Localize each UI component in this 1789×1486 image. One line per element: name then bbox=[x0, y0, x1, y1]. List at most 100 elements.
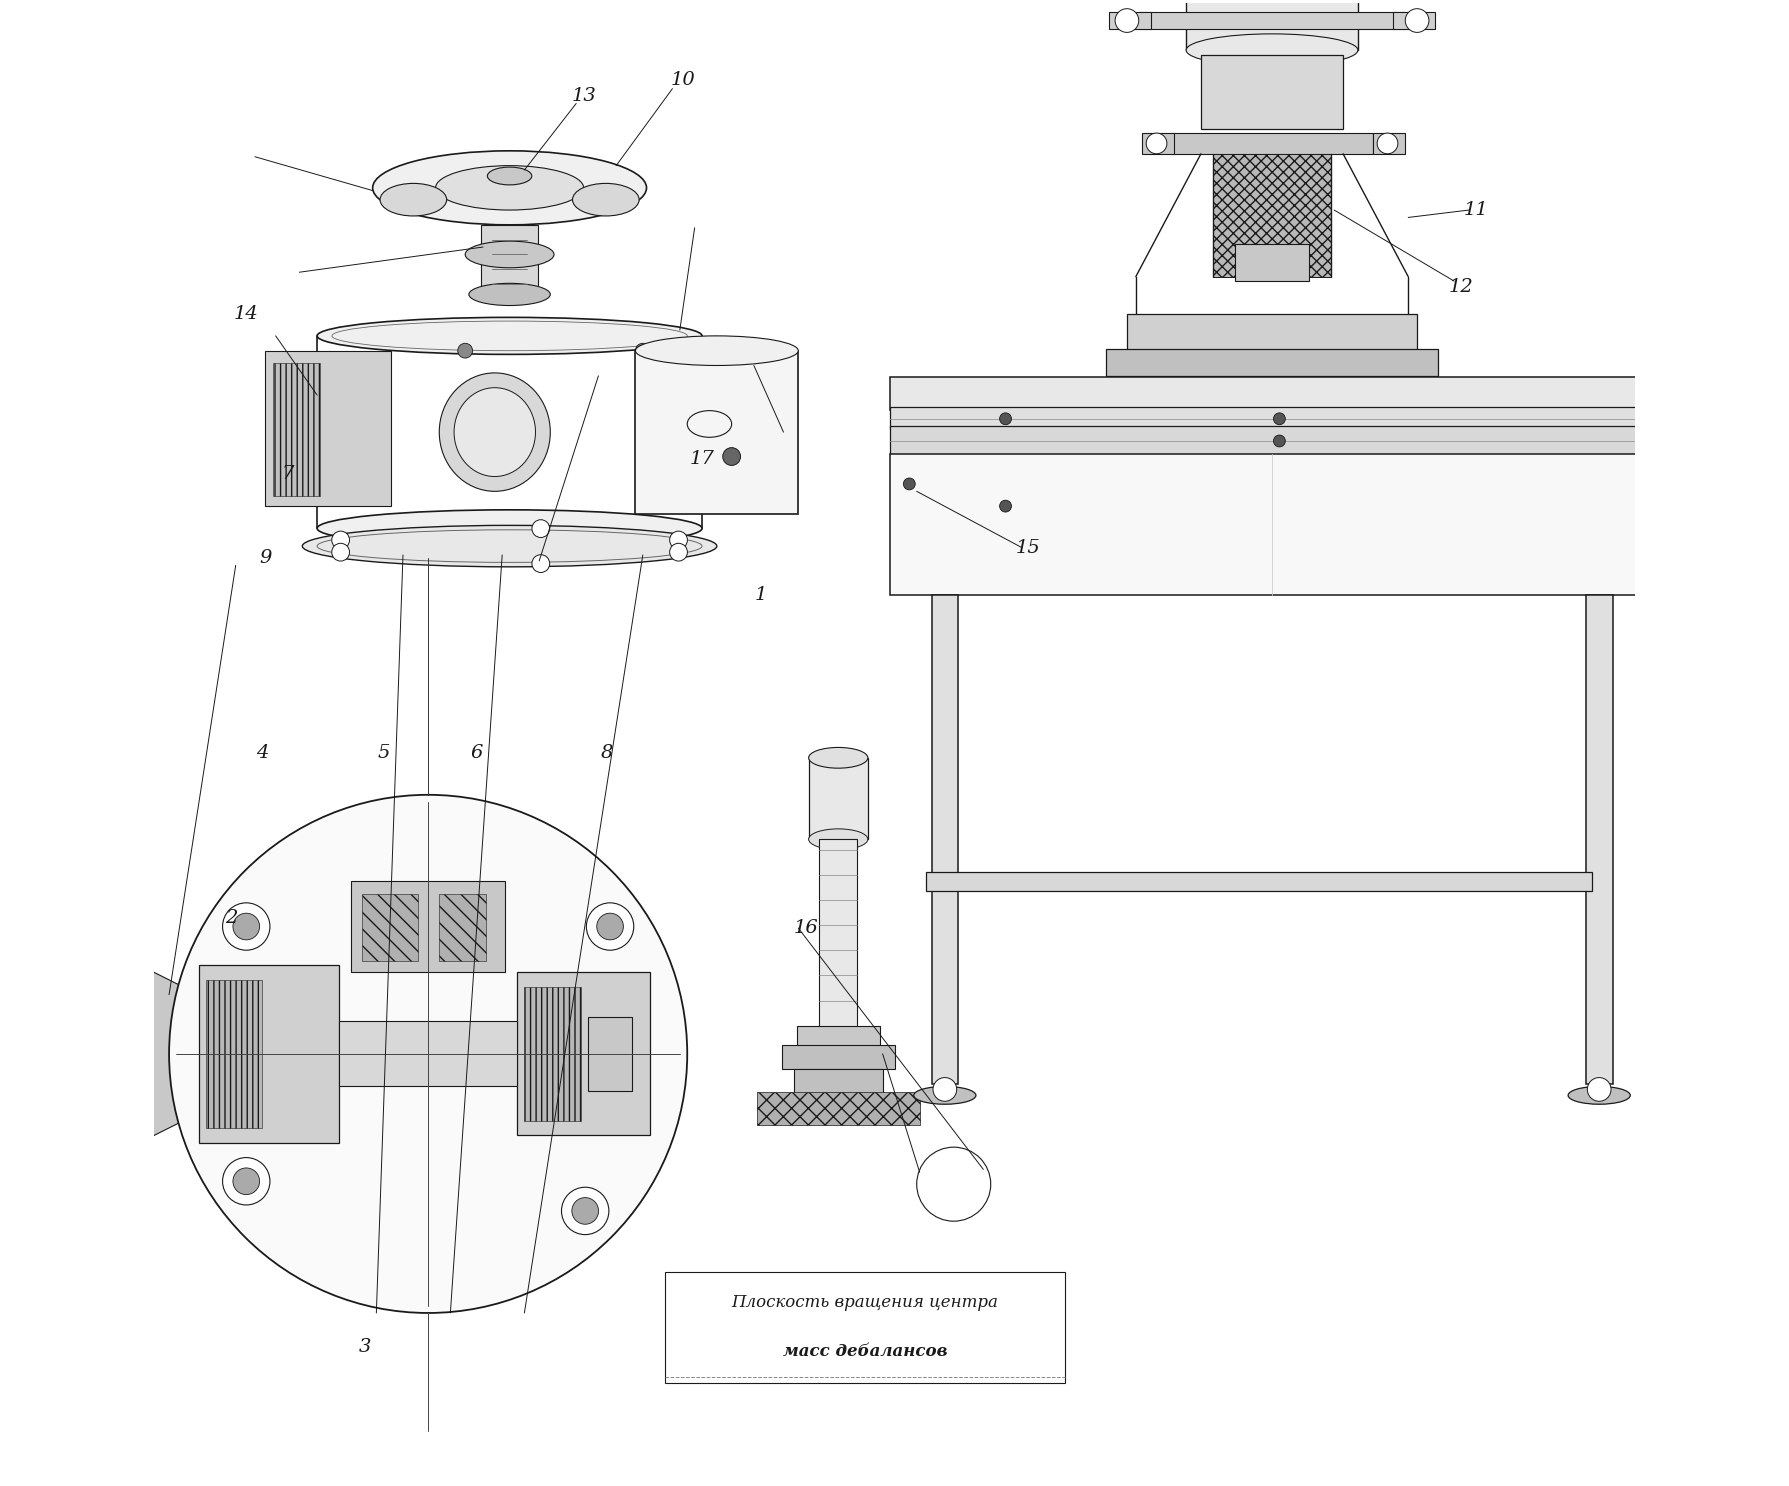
Circle shape bbox=[934, 1077, 957, 1101]
Circle shape bbox=[723, 447, 741, 465]
Ellipse shape bbox=[635, 336, 798, 366]
Bar bbox=[1200, 55, 1344, 129]
Bar bbox=[1585, 594, 1612, 1083]
Bar bbox=[517, 972, 649, 1135]
Bar bbox=[809, 758, 868, 840]
Text: 11: 11 bbox=[1463, 201, 1488, 218]
Circle shape bbox=[1115, 9, 1140, 33]
Ellipse shape bbox=[465, 241, 555, 267]
Bar bbox=[932, 594, 959, 1083]
Circle shape bbox=[1404, 9, 1429, 33]
Circle shape bbox=[587, 903, 633, 950]
Ellipse shape bbox=[302, 526, 717, 566]
Bar bbox=[1186, 0, 1358, 51]
Text: 9: 9 bbox=[259, 548, 272, 568]
Bar bbox=[1106, 349, 1438, 376]
Text: 14: 14 bbox=[234, 305, 258, 322]
Text: 16: 16 bbox=[793, 918, 818, 938]
Bar bbox=[199, 964, 340, 1143]
Bar bbox=[891, 455, 1655, 594]
Circle shape bbox=[1587, 1077, 1612, 1101]
Circle shape bbox=[1274, 435, 1285, 447]
Text: масс дебалансов: масс дебалансов bbox=[782, 1343, 946, 1360]
Circle shape bbox=[903, 478, 916, 490]
Text: Плоскость вращения центра: Плоскость вращения центра bbox=[732, 1294, 998, 1311]
Bar bbox=[438, 895, 487, 960]
Ellipse shape bbox=[372, 150, 646, 224]
Circle shape bbox=[562, 1187, 608, 1235]
Bar bbox=[206, 979, 263, 1128]
Bar bbox=[1372, 134, 1404, 153]
Bar bbox=[796, 1025, 880, 1046]
Bar bbox=[794, 1068, 882, 1095]
Bar bbox=[1140, 12, 1404, 30]
Circle shape bbox=[635, 343, 649, 358]
Circle shape bbox=[222, 903, 270, 950]
Circle shape bbox=[331, 531, 349, 548]
Text: 6: 6 bbox=[471, 744, 483, 762]
Bar bbox=[782, 1045, 894, 1068]
Ellipse shape bbox=[454, 388, 535, 477]
Bar bbox=[272, 363, 320, 496]
Bar bbox=[1172, 134, 1372, 153]
Ellipse shape bbox=[317, 318, 701, 354]
Ellipse shape bbox=[572, 183, 639, 215]
Bar bbox=[361, 895, 419, 960]
Bar bbox=[1141, 134, 1174, 153]
Circle shape bbox=[233, 914, 259, 939]
Bar bbox=[1213, 153, 1331, 276]
Text: 12: 12 bbox=[1449, 278, 1474, 296]
Ellipse shape bbox=[435, 165, 583, 210]
Bar bbox=[1394, 12, 1435, 30]
Circle shape bbox=[1147, 134, 1166, 153]
Text: 1: 1 bbox=[755, 585, 767, 603]
Ellipse shape bbox=[914, 1086, 977, 1104]
Bar bbox=[635, 351, 798, 514]
Bar bbox=[481, 224, 538, 299]
Polygon shape bbox=[140, 964, 199, 1143]
Text: 15: 15 bbox=[1016, 538, 1039, 557]
Circle shape bbox=[458, 343, 472, 358]
Circle shape bbox=[669, 531, 687, 548]
Bar bbox=[819, 840, 857, 1031]
Circle shape bbox=[669, 544, 687, 562]
Ellipse shape bbox=[1186, 34, 1358, 67]
Bar bbox=[1109, 12, 1150, 30]
Text: 7: 7 bbox=[281, 465, 293, 483]
Circle shape bbox=[222, 1158, 270, 1205]
Bar bbox=[351, 881, 504, 972]
Circle shape bbox=[531, 554, 549, 572]
Text: 17: 17 bbox=[691, 450, 714, 468]
Circle shape bbox=[1000, 413, 1011, 425]
Ellipse shape bbox=[1569, 1086, 1630, 1104]
Bar bbox=[1127, 314, 1417, 351]
Ellipse shape bbox=[809, 829, 868, 850]
Circle shape bbox=[170, 795, 687, 1314]
Ellipse shape bbox=[809, 747, 868, 768]
Bar bbox=[524, 987, 581, 1120]
Bar bbox=[891, 426, 1655, 456]
Circle shape bbox=[331, 544, 349, 562]
Circle shape bbox=[572, 1198, 599, 1224]
Text: 4: 4 bbox=[256, 744, 268, 762]
Bar bbox=[891, 377, 1655, 410]
Circle shape bbox=[1378, 134, 1397, 153]
Ellipse shape bbox=[440, 373, 551, 492]
Bar bbox=[891, 407, 1655, 429]
Bar bbox=[666, 1272, 1064, 1382]
Circle shape bbox=[233, 1168, 259, 1195]
Ellipse shape bbox=[469, 284, 551, 306]
Bar bbox=[340, 1021, 517, 1086]
Bar bbox=[757, 1092, 920, 1125]
Bar bbox=[1234, 244, 1310, 281]
Ellipse shape bbox=[317, 510, 701, 547]
Circle shape bbox=[1274, 413, 1285, 425]
Text: 13: 13 bbox=[571, 88, 596, 106]
Ellipse shape bbox=[487, 166, 531, 184]
Text: 2: 2 bbox=[225, 909, 238, 927]
Circle shape bbox=[531, 520, 549, 538]
Text: 5: 5 bbox=[377, 744, 390, 762]
Bar bbox=[265, 351, 392, 507]
Text: 10: 10 bbox=[671, 71, 696, 89]
Text: 8: 8 bbox=[601, 744, 614, 762]
